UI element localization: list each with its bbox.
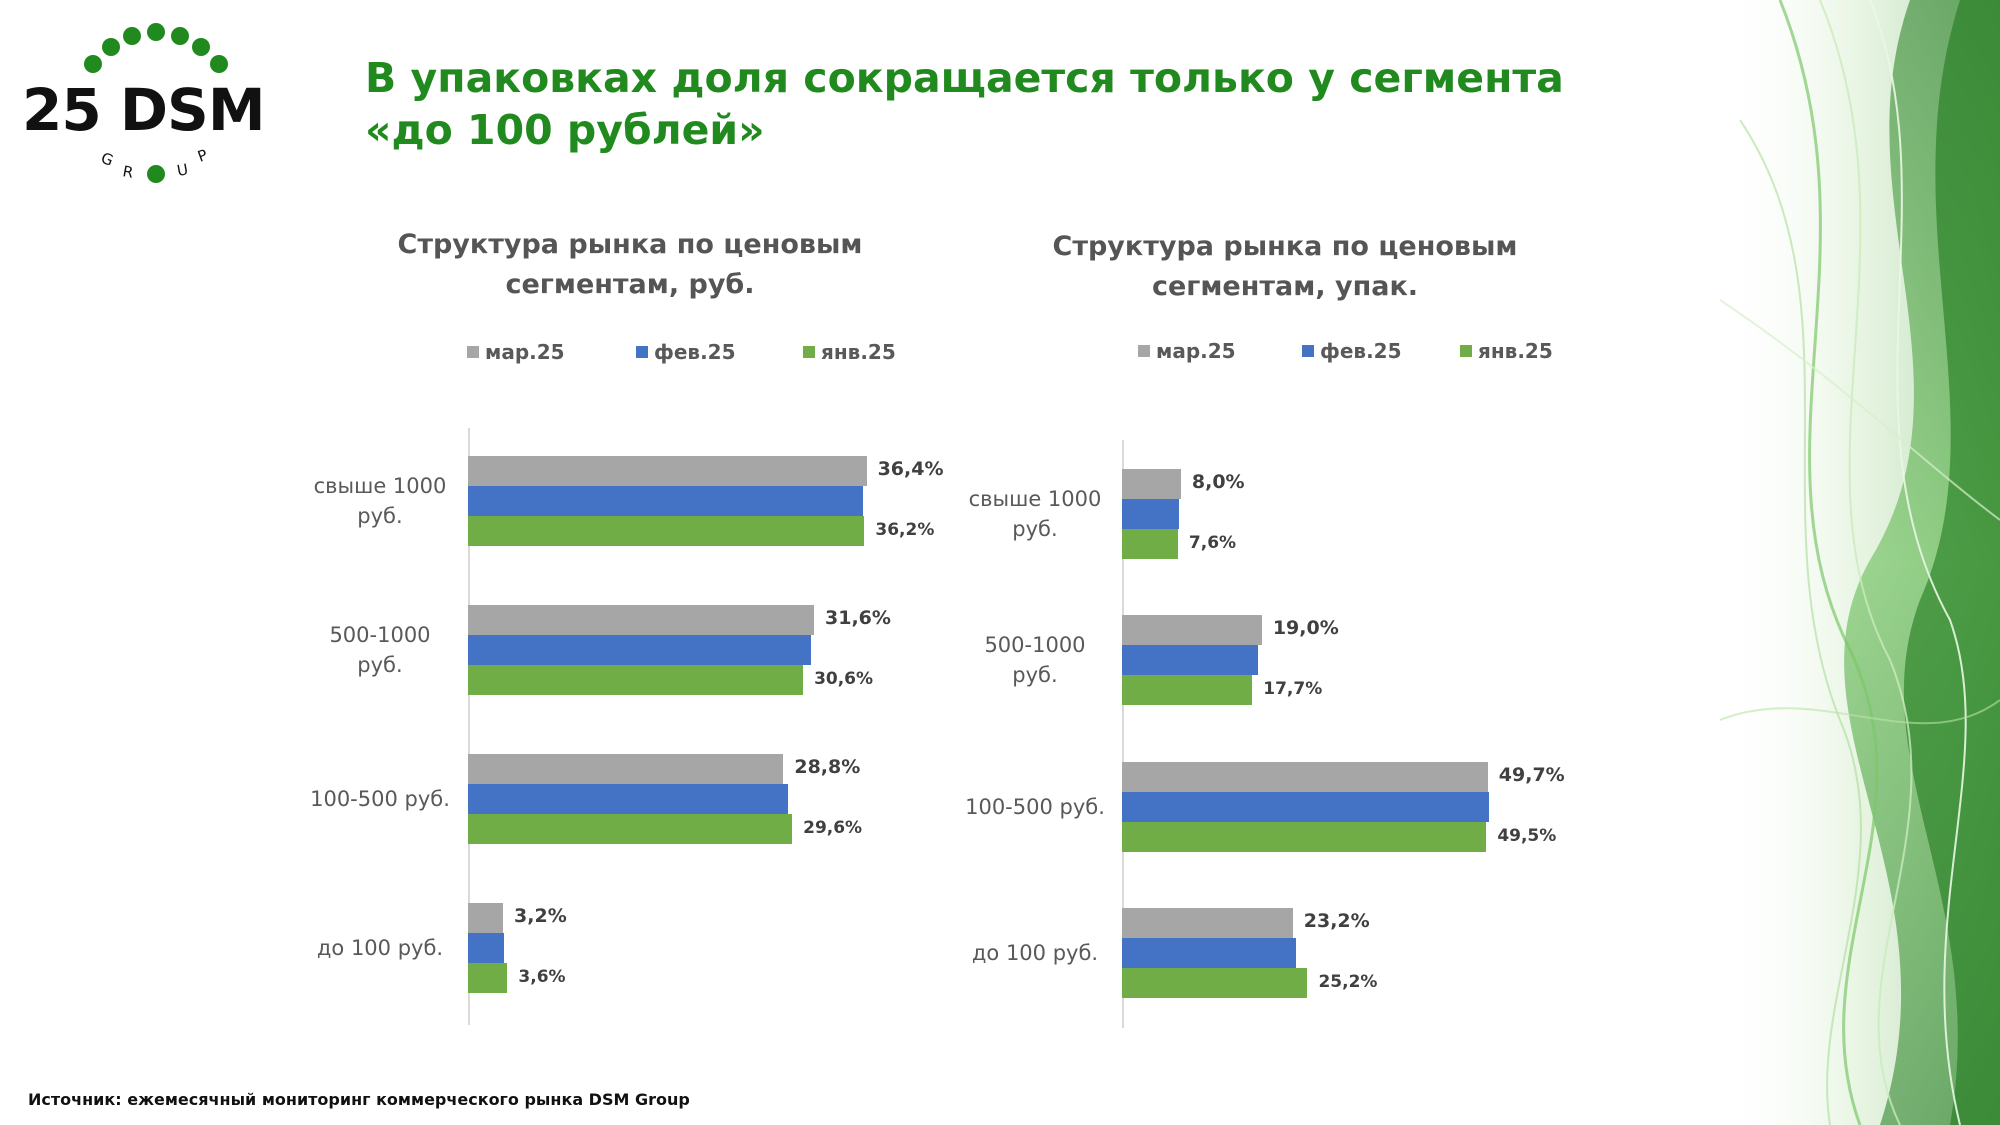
chart-1-data-label: 29,6% <box>803 818 863 838</box>
chart-2-legend-feb-label: фев.25 <box>1320 339 1402 363</box>
page-title: В упаковках доля сокращается только у се… <box>365 52 1665 156</box>
legend-swatch-feb-icon <box>1302 345 1314 357</box>
chart-1-category-label: до 100 руб. <box>316 936 444 960</box>
chart-2-bar <box>1122 615 1262 645</box>
chart-2-bar <box>1122 968 1308 998</box>
chart-2-bar <box>1122 762 1488 792</box>
chart-1-data-label: 31,6% <box>825 607 891 629</box>
logo-dots-icon <box>84 23 228 73</box>
page-title-line-2: «до 100 рублей» <box>365 106 765 154</box>
chart-1-category-label: 500-1000 руб. <box>329 623 431 677</box>
source-note: Источник: ежемесячный мониторинг коммерч… <box>28 1090 690 1109</box>
chart-2-legend-jan-label: янв.25 <box>1478 339 1553 363</box>
legend-swatch-jan-icon <box>1460 345 1472 357</box>
chart-2-category-label: 100-500 руб. <box>965 795 1105 819</box>
legend-swatch-jan-icon <box>803 346 815 358</box>
chart-1-data-label: 3,6% <box>518 967 566 987</box>
chart-1-bar <box>468 933 505 963</box>
chart-2-data-label: 7,6% <box>1188 533 1237 553</box>
chart-1-title: Структура рынка по ценовым сегментам, ру… <box>380 225 880 305</box>
chart-2-title-line-2: сегментам, упак. <box>1151 271 1419 302</box>
chart-1-legend-mar-label: мар.25 <box>485 340 565 364</box>
chart-2-data-label: 25,2% <box>1318 972 1378 992</box>
chart-1-bar <box>468 486 864 516</box>
chart-1-title-line-2: сегментам, руб. <box>505 269 755 300</box>
chart-1-legend-feb-label: фев.25 <box>654 340 736 364</box>
chart-1-bar <box>468 814 793 844</box>
chart-2-title: Структура рынка по ценовым сегментам, уп… <box>1035 227 1535 307</box>
svg-text:R: R <box>121 162 134 182</box>
chart-1-legend-jan: янв.25 <box>803 340 896 364</box>
chart-2-data-label: 19,0% <box>1272 617 1339 639</box>
chart-2-axis <box>1122 440 1124 1028</box>
chart-1-category-label: свыше 1000 руб. <box>313 474 447 528</box>
chart-1-title-line-1: Структура рынка по ценовым <box>397 229 863 260</box>
chart-1-legend-mar: мар.25 <box>467 340 565 364</box>
chart-2-legend-feb: фев.25 <box>1302 339 1402 363</box>
chart-1-legend-jan-label: янв.25 <box>821 340 896 364</box>
chart-2-data-label: 8,0% <box>1191 471 1245 493</box>
chart-2-bar <box>1122 822 1487 852</box>
chart-2-bar <box>1122 792 1489 822</box>
legend-swatch-mar-icon <box>1138 345 1150 357</box>
chart-2-legend-jan: янв.25 <box>1460 339 1553 363</box>
legend-swatch-feb-icon <box>636 346 648 358</box>
logo-brand-text: 25 DSM <box>22 76 266 144</box>
chart-1-bar <box>468 784 788 814</box>
svg-text:U: U <box>176 160 190 180</box>
chart-2-category-label: свыше 1000 руб. <box>968 487 1102 541</box>
legend-swatch-mar-icon <box>467 346 479 358</box>
chart-2-bar <box>1122 499 1180 529</box>
chart-2-bar <box>1122 908 1293 938</box>
chart-2-category-label: 500-1000 руб. <box>984 633 1086 687</box>
chart-1-data-label: 28,8% <box>794 756 861 778</box>
chart-1-bar <box>468 963 508 993</box>
chart-1-data-label: 36,2% <box>875 520 935 540</box>
chart-1-data-label: 3,2% <box>514 905 567 927</box>
chart-1-bar <box>468 903 504 933</box>
chart-2-legend-mar-label: мар.25 <box>1156 339 1236 363</box>
page-title-line-1: В упаковках доля сокращается только у се… <box>365 54 1564 102</box>
chart-1-legend-feb: фев.25 <box>636 340 736 364</box>
chart-2-bar <box>1122 645 1259 675</box>
chart-1-data-label: 30,6% <box>814 669 874 689</box>
chart-2-data-label: 49,5% <box>1497 826 1557 846</box>
chart-2-data-label: 23,2% <box>1303 910 1370 932</box>
chart-1-bar <box>468 605 815 635</box>
chart-2-category-label: до 100 руб. <box>971 941 1099 965</box>
chart-1-category-label: 100-500 руб. <box>310 787 450 811</box>
chart-1-bar <box>468 635 811 665</box>
chart-1-bar <box>468 516 865 546</box>
chart-2-data-label: 17,7% <box>1263 679 1323 699</box>
chart-1-bar <box>468 665 804 695</box>
chart-1-bar <box>468 456 867 486</box>
chart-1-data-label: 36,4% <box>877 458 944 480</box>
chart-1-axis <box>468 428 470 1025</box>
chart-1-bar <box>468 754 784 784</box>
chart-2-data-label: 49,7% <box>1498 764 1565 786</box>
logo-group-wordmark: G R U P <box>99 146 210 183</box>
chart-2-bar <box>1122 938 1296 968</box>
svg-text:P: P <box>195 146 210 166</box>
chart-2-bar <box>1122 469 1181 499</box>
chart-2-bar <box>1122 675 1253 705</box>
chart-2-legend-mar: мар.25 <box>1138 339 1236 363</box>
decorative-swirl-icon <box>1720 0 2000 1125</box>
chart-2-bar <box>1122 529 1178 559</box>
svg-text:G: G <box>99 149 116 170</box>
chart-2-title-line-1: Структура рынка по ценовым <box>1052 231 1518 262</box>
company-logo: 25 DSM G R U P <box>18 12 268 192</box>
